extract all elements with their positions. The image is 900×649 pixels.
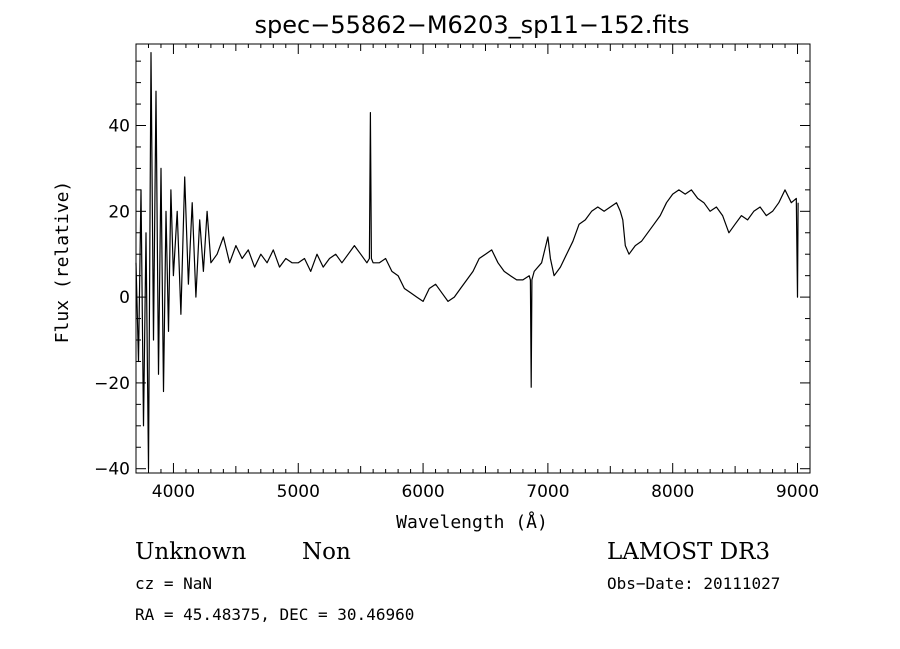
- survey-name: LAMOST DR3: [607, 539, 770, 565]
- x-axis-ticks: 4000 5000 6000 7000 8000 9000: [147, 44, 819, 502]
- y-tick-label: 40: [108, 117, 130, 137]
- spectrum-line-0: [135, 52, 799, 470]
- x-axis-label: Wavelength (Å): [396, 511, 548, 533]
- object-subclass: Non: [302, 539, 351, 565]
- coordinates: RA = 45.48375, DEC = 30.46960: [135, 605, 414, 624]
- plot-border: [135, 43, 811, 474]
- observation-date: Obs−Date: 20111027: [607, 574, 780, 593]
- x-tick-label: 5000: [277, 482, 320, 502]
- plot-frame: [135, 43, 811, 474]
- y-axis-label: Flux (relative): [52, 181, 73, 344]
- x-tick-label: 6000: [401, 482, 444, 502]
- spectrum-series: [135, 52, 799, 470]
- y-tick-label: −20: [94, 374, 130, 394]
- y-axis-ticks: −40 −20 0 20 40: [94, 60, 810, 480]
- chart-title: spec−55862−M6203_sp11−152.fits: [255, 11, 690, 39]
- x-tick-label: 4000: [152, 482, 195, 502]
- object-class: Unknown: [135, 539, 246, 565]
- y-tick-label: 20: [108, 202, 130, 222]
- x-tick-label: 9000: [776, 482, 819, 502]
- x-tick-label: 8000: [651, 482, 694, 502]
- y-tick-label: −40: [94, 460, 130, 480]
- redshift-value: cz = NaN: [135, 574, 212, 593]
- y-tick-label: 0: [119, 288, 130, 308]
- x-tick-label: 7000: [526, 482, 569, 502]
